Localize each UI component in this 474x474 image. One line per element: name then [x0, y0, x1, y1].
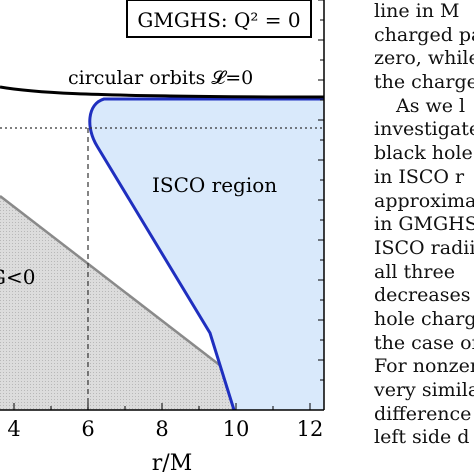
x-tick-label: 4: [7, 417, 20, 441]
body-text-line: left side d: [374, 426, 470, 449]
body-text-line: charged pa: [374, 23, 474, 46]
title-box: [126, 0, 312, 38]
body-text-line: For nonzer: [374, 355, 474, 378]
body-text-line: in ISCO r: [374, 165, 465, 188]
body-text-line: investigate: [374, 118, 474, 141]
g-negative-label: G<0: [0, 265, 35, 289]
x-tick-label: 8: [155, 417, 168, 441]
body-text-line: ISCO radii: [374, 236, 474, 259]
body-text-line: in GMGHS: [374, 213, 474, 236]
body-text-line: the charge: [374, 71, 474, 94]
circular-orbits-curve: [0, 85, 324, 99]
x-tick-label: 12: [297, 417, 324, 441]
body-text-line: difference: [374, 402, 472, 425]
right-axis-ticks: [318, 0, 324, 381]
bottom-axis-ticks: [13, 403, 311, 410]
x-axis-label: r/M: [152, 451, 192, 474]
body-text-line: zero, while: [374, 47, 474, 70]
body-text-line: very simila: [374, 379, 474, 401]
body-text-line: approximat: [374, 189, 474, 212]
isco-region: [89, 99, 324, 410]
figure-title: GMGHS: Q² = 0: [137, 8, 300, 32]
body-text-line: the case of: [374, 331, 474, 354]
figure-plot: 4 6 8 10 12 r/M GMGHS: Q² = 0 circular o…: [0, 0, 325, 474]
isco-region-label: ISCO region: [152, 173, 277, 197]
body-text-line: As we l: [396, 94, 466, 117]
isco-boundary: [88, 97, 324, 410]
body-text-line: decreases c: [374, 284, 474, 307]
x-tick-label: 6: [81, 417, 94, 441]
circular-orbits-label: circular orbits 𝓛=0: [68, 67, 253, 89]
body-text-line: hole charge: [374, 307, 474, 330]
body-text-line: black hole: [374, 142, 473, 165]
x-tick-label: 10: [223, 417, 250, 441]
body-text-line: all three: [374, 260, 455, 283]
body-text-line: line in M: [374, 0, 460, 22]
